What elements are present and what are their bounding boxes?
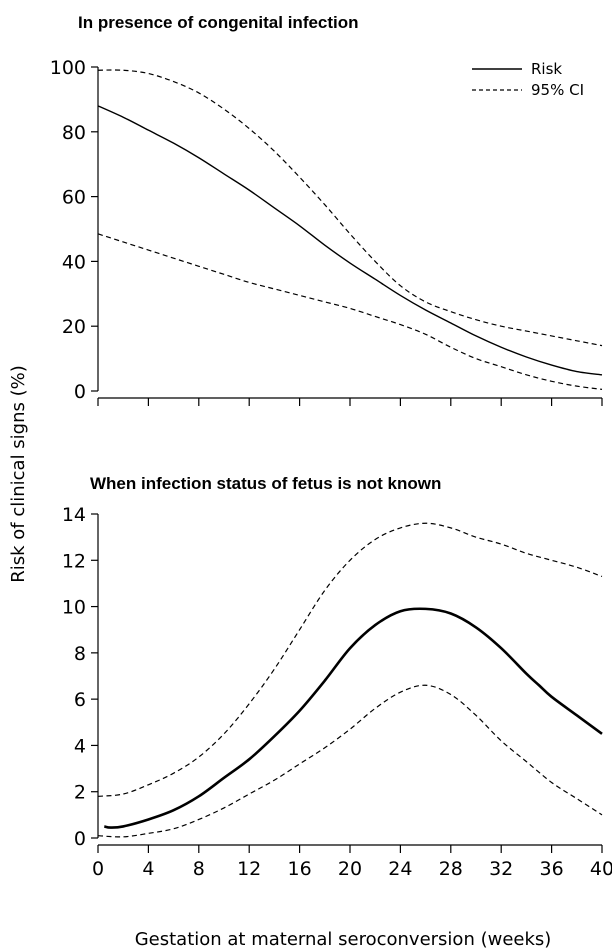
- bottom-x-tick-label: 28: [439, 858, 463, 880]
- bottom-x-tick-label: 0: [92, 858, 104, 880]
- top-ci-lower-line: [97, 233, 603, 390]
- bottom-x-tick-label: 40: [590, 858, 612, 880]
- bottom-x-tick-label: 20: [338, 858, 362, 880]
- bottom-x-tick-label: 36: [540, 858, 564, 880]
- top-panel-title: In presence of congenital infection: [78, 13, 359, 32]
- bottom-y-tick-label: 0: [74, 828, 86, 850]
- bottom-risk-line: [104, 607, 603, 829]
- top-y-tick-label: 0: [74, 381, 86, 403]
- bottom-y-tick-label: 14: [62, 504, 86, 526]
- bottom-y-tick-label: 12: [62, 550, 86, 572]
- legend-risk-label: Risk: [531, 60, 562, 78]
- bottom-panel-title: When infection status of fetus is not kn…: [90, 474, 441, 493]
- bottom-x-tick-label: 12: [237, 858, 261, 880]
- bottom-y-tick-label: 2: [74, 782, 86, 804]
- bottom-x-tick-label: 8: [193, 858, 205, 880]
- legend: Risk 95% CI: [472, 60, 584, 99]
- top-risk-line: [97, 105, 603, 376]
- bottom-x-tick-label: 4: [142, 858, 154, 880]
- y-axis-label: Risk of clinical signs (%): [8, 365, 29, 583]
- bottom-ci-upper-line: [97, 522, 603, 797]
- top-y-tick-label: 100: [50, 57, 86, 79]
- bottom-ci-lower-line: [97, 684, 603, 838]
- x-axis-label: Gestation at maternal seroconversion (we…: [135, 929, 552, 949]
- top-ci-upper-line: [97, 69, 603, 347]
- top-y-tick-label: 20: [62, 316, 86, 338]
- bottom-y-tick-label: 4: [74, 735, 86, 757]
- top-y-tick-label: 60: [62, 187, 86, 209]
- bottom-y-tick-label: 6: [74, 689, 86, 711]
- top-y-tick-label: 80: [62, 122, 86, 144]
- bottom-x-tick-label: 32: [489, 858, 513, 880]
- bottom-x-tick-label: 24: [388, 858, 412, 880]
- legend-ci-label: 95% CI: [531, 81, 584, 99]
- bottom-y-tick-label: 10: [62, 597, 86, 619]
- bottom-x-tick-label: 16: [288, 858, 312, 880]
- top-y-tick-label: 40: [62, 251, 86, 273]
- bottom-y-tick-label: 8: [74, 643, 86, 665]
